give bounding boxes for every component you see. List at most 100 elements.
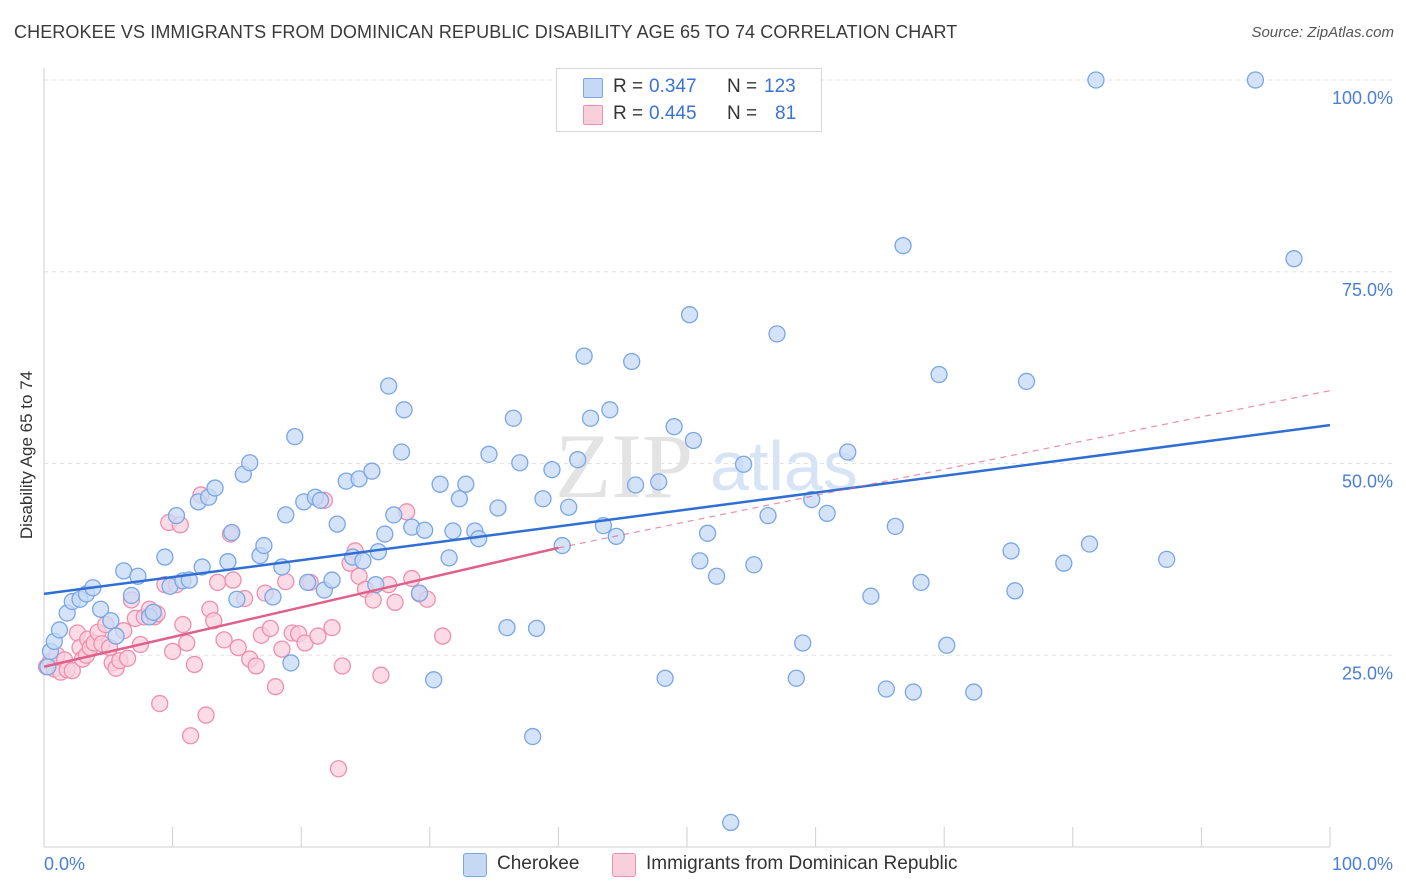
cherokee-point [665, 418, 683, 436]
cherokee-point [1006, 582, 1024, 600]
cherokee-point [803, 490, 821, 509]
cherokee-point [684, 431, 703, 450]
immigrants-point [224, 571, 242, 589]
legend-n-value: 81 [775, 103, 797, 124]
cherokee-point [839, 443, 857, 461]
cherokee-point [385, 506, 403, 524]
immigrants-point [178, 634, 196, 652]
x-tick-label: 100.0% [1332, 854, 1393, 874]
cherokee-point [323, 571, 341, 589]
cherokee-point [707, 567, 726, 585]
immigrants-point [163, 642, 182, 661]
cherokee-point [894, 237, 912, 255]
y-axis-title: Disability Age 65 to 74 [17, 370, 36, 540]
cherokee-point [219, 553, 237, 571]
cherokee-point [144, 603, 162, 621]
cherokee-point [759, 507, 777, 525]
cherokee-point [264, 588, 282, 606]
cherokee-point [395, 401, 413, 419]
cherokee-point [581, 409, 600, 427]
legend-r-value: 0.445 [649, 103, 697, 124]
immigrants-point [181, 727, 200, 745]
cherokee-point [102, 612, 120, 630]
cherokee-point [912, 573, 930, 592]
cherokee-point [498, 618, 516, 637]
cherokee-point [1080, 535, 1099, 553]
watermark-atlas: atlas [710, 427, 858, 505]
immigrants-point [329, 760, 348, 778]
cherokee-point [1158, 550, 1176, 569]
cherokee-point [930, 365, 948, 384]
y-tick-label: 50.0% [1342, 472, 1393, 492]
cherokee-point [107, 627, 125, 645]
cherokee-point [511, 454, 529, 472]
immigrants-point [277, 572, 295, 591]
immigrants-point [229, 638, 247, 657]
cherokee-point [363, 462, 381, 480]
cherokee-point [286, 428, 304, 446]
cherokee-point [228, 590, 246, 608]
immigrants-point [118, 649, 137, 667]
immigrants-point [364, 591, 382, 609]
cherokee-point [354, 552, 372, 570]
cherokee-point [91, 600, 110, 618]
cherokee-point [650, 473, 668, 491]
cherokee-point [1017, 372, 1036, 391]
cherokee-point [410, 584, 429, 602]
legend-swatch-cherokee [463, 853, 487, 877]
cherokee-point [1002, 542, 1020, 560]
cherokee-point [156, 548, 174, 566]
cherokee-point [431, 475, 449, 493]
cherokee-point [223, 523, 241, 542]
cherokee-point [277, 506, 295, 524]
cherokee-point [489, 499, 507, 517]
cherokee-point [193, 558, 211, 576]
cherokee-point [560, 498, 578, 516]
cherokee-point [1285, 250, 1303, 268]
cherokee-point [794, 634, 812, 652]
legend-swatch-cherokee [583, 78, 603, 98]
cherokee-point [1087, 71, 1105, 89]
immigrants-point [63, 661, 81, 680]
cherokee-point [877, 680, 895, 698]
cherokee-point [656, 669, 674, 687]
cherokee-point [904, 683, 922, 701]
y-tick-label: 25.0% [1342, 663, 1393, 683]
cherokee-point [965, 683, 983, 701]
cherokee-point [1246, 71, 1265, 89]
cherokee-point [680, 306, 699, 324]
legend-label-cherokee: Cherokee [497, 853, 580, 874]
chart-title: CHEROKEE VS IMMIGRANTS FROM DOMINICAN RE… [14, 22, 958, 42]
cherokee-point [534, 490, 552, 508]
legend-n-label: N = [727, 103, 758, 124]
cherokee-point [392, 443, 411, 461]
cherokee-point [543, 460, 561, 479]
immigrants-point [333, 657, 352, 675]
cherokee-point [524, 727, 542, 746]
cherokee-point [569, 451, 587, 469]
cherokee-point [553, 536, 571, 555]
legend-swatch-immigrants [612, 853, 636, 877]
legend-r-label: R = [613, 76, 644, 97]
cherokee-point [255, 536, 273, 555]
x-tick-label: 0.0% [44, 854, 85, 874]
cherokee-point [241, 454, 259, 472]
cherokee-point [768, 325, 786, 343]
immigrants-point [215, 631, 233, 649]
cherokee-point [1055, 554, 1073, 572]
cherokee-point [328, 515, 346, 533]
cherokee-point [745, 556, 763, 574]
cherokee-point [480, 445, 498, 463]
cherokee-point [504, 409, 523, 427]
correlation-legend: R = 0.347 N = 123 R = 0.445 N = 81 [556, 68, 822, 132]
series-cherokee-points [39, 71, 1303, 832]
immigrants-point [309, 627, 327, 645]
series-legend: Cherokee Immigrants from Dominican Repub… [0, 851, 1406, 879]
cherokee-point [787, 669, 805, 687]
immigrants-point [261, 619, 279, 638]
immigrants-point [174, 615, 192, 634]
immigrants-point [266, 678, 285, 696]
legend-n-value: 123 [764, 76, 796, 97]
legend-r-label: R = [613, 103, 644, 124]
immigrants-point [208, 573, 227, 592]
